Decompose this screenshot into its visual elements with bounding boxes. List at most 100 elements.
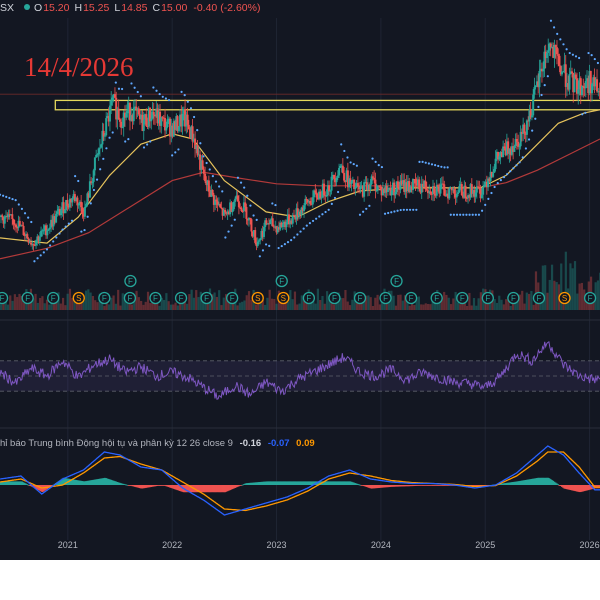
candle-body	[415, 183, 418, 186]
candle-body	[127, 102, 130, 112]
macd-histogram-bar	[252, 482, 255, 485]
event-marker-glyph: F	[409, 294, 414, 303]
volume-bar	[137, 297, 140, 310]
volume-bar	[369, 297, 372, 310]
macd-histogram-bar	[185, 485, 188, 493]
candle-body	[157, 111, 160, 124]
candle-body	[430, 193, 433, 195]
sar-dot	[468, 213, 471, 216]
candle-body	[487, 178, 490, 188]
macd-histogram-bar	[371, 485, 374, 489]
sar-dot	[196, 129, 199, 132]
chart-svg[interactable]: F F F S F F F F F F S S F F F F F F F F F F S FF F F 2021 2022 2023…	[0, 0, 600, 560]
macd-histogram-bar	[171, 485, 174, 489]
sar-dot	[8, 196, 11, 200]
event-marker-glyph: F	[25, 294, 30, 303]
macd-histogram-bar	[354, 483, 357, 485]
candle-body	[182, 109, 185, 114]
macd-histogram-bar	[20, 481, 22, 485]
candle-body	[508, 148, 511, 154]
sar-dot	[590, 54, 593, 57]
volume-bar	[495, 302, 499, 310]
candle-body	[507, 141, 510, 154]
candle-body	[227, 211, 230, 215]
candle-body	[8, 214, 11, 216]
rsi-line	[0, 340, 600, 400]
candle-body	[393, 182, 396, 196]
sar-dot	[358, 213, 362, 216]
candle-body	[395, 181, 398, 192]
volume-bar	[321, 295, 324, 310]
macd-histogram-bar	[105, 478, 107, 485]
candle-body	[190, 126, 193, 139]
volume-bar	[32, 298, 35, 310]
macd-histogram-bar	[301, 481, 304, 485]
volume-bar	[316, 288, 319, 310]
sar-dot	[11, 197, 14, 201]
candle-body	[410, 186, 413, 190]
macd-histogram-bar	[245, 483, 248, 485]
macd-histogram-bar	[429, 485, 432, 486]
macd-histogram-bar	[5, 481, 7, 485]
macd-histogram-bar	[573, 485, 576, 491]
candle-body	[592, 77, 595, 84]
macd-histogram-bar	[81, 481, 84, 485]
macd-histogram-bar	[341, 481, 344, 485]
ohlc-header: SX O15.20 H15.25 L14.85 C15.00 -0.40 (-2.60%)	[0, 2, 265, 16]
sar-dot	[230, 224, 233, 227]
volume-bar	[195, 290, 198, 310]
macd-histogram-bar	[48, 485, 51, 488]
event-marker-f	[507, 291, 520, 305]
sar-dot	[105, 147, 108, 150]
candle-body	[269, 219, 272, 225]
macd-histogram-bar	[225, 485, 228, 492]
candle-body	[202, 169, 205, 174]
volume-bar	[585, 297, 588, 310]
candle-body	[477, 186, 480, 188]
candle-body	[519, 131, 522, 147]
macd-histogram-bar	[93, 479, 96, 485]
macd-histogram-bar	[165, 485, 168, 487]
macd-histogram-bar	[519, 480, 522, 485]
candle-body	[336, 175, 339, 178]
sar-dot	[77, 179, 80, 183]
candle-body	[172, 121, 175, 137]
macd-histogram-bar	[175, 485, 178, 490]
event-marker-s	[72, 291, 85, 305]
macd-histogram-bar	[257, 482, 260, 485]
candle-body	[398, 187, 401, 190]
candle-body	[522, 124, 525, 134]
macd-histogram-bar	[68, 478, 71, 485]
candle-body	[598, 91, 600, 93]
macd-histogram-bar	[83, 481, 86, 485]
candle-body	[485, 181, 488, 188]
volume-bar	[91, 296, 95, 310]
sar-dot	[552, 26, 556, 29]
sar-dot	[183, 94, 186, 97]
macd-histogram-bar	[539, 477, 542, 485]
candle-body	[73, 194, 76, 202]
volume-bar	[270, 298, 274, 310]
candle-body	[400, 180, 403, 185]
candle-body	[257, 240, 260, 242]
candle-body	[378, 185, 381, 187]
volume-bar	[20, 295, 23, 310]
candle-body	[442, 183, 445, 185]
volume-bar	[569, 263, 572, 310]
candle-body	[459, 184, 462, 187]
candle-body	[0, 215, 2, 218]
macd-histogram-bar	[50, 485, 52, 487]
candle-body	[384, 185, 387, 193]
macd-histogram-bar	[17, 481, 20, 485]
sar-dot	[199, 142, 202, 145]
macd-legend: hỉ báo Trung bình Động hội tụ và phân kỳ…	[0, 438, 315, 449]
volume-bar	[351, 299, 354, 310]
chart-panel[interactable]: SX O15.20 H15.25 L14.85 C15.00 -0.40 (-2.60%)…	[0, 0, 600, 560]
macd-histogram-bar	[568, 485, 571, 490]
candle-body	[450, 187, 453, 191]
macd-histogram-bar	[413, 485, 416, 487]
macd-histogram-bar	[70, 479, 72, 485]
candle-body	[206, 180, 209, 186]
sar-dot	[340, 143, 343, 146]
candle-body	[389, 187, 392, 196]
